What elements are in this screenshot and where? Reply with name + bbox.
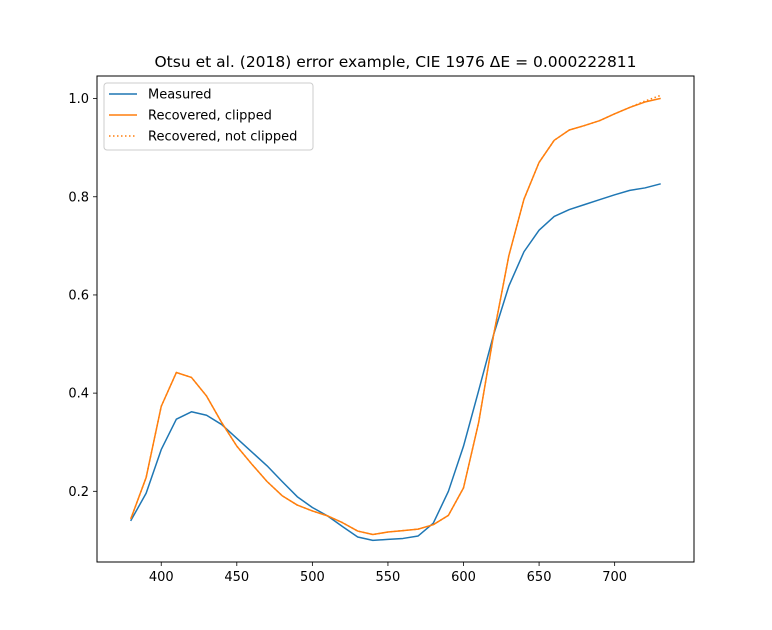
plot-frame: [96, 75, 695, 563]
x-tick-label: 700: [602, 570, 627, 585]
y-tick-label: 0.2: [68, 485, 89, 500]
x-tick-label: 400: [149, 570, 174, 585]
y-tick-label: 0.4: [68, 387, 89, 402]
x-tick-label: 500: [300, 570, 325, 585]
series-line-1: [129, 183, 661, 542]
series-layer: [129, 94, 661, 542]
plot-area: [97, 76, 694, 562]
x-tick-label: 600: [451, 570, 476, 585]
legend: Measured Recovered, clipped Recovered, not…: [103, 82, 314, 151]
y-tick-label: 1.0: [68, 92, 89, 107]
x-axis: 400 450 500 550 600 650 700: [149, 562, 627, 585]
series-line-3: [130, 94, 661, 536]
chart-title: Otsu et al. (2018) error example, CIE 19…: [154, 53, 636, 71]
legend-label-3: Recovered, not clipped: [148, 130, 297, 145]
legend-label-2: Recovered, clipped: [148, 109, 272, 124]
y-axis: 0.2 0.4 0.6 0.8 1.0: [68, 92, 97, 500]
legend-label-1: Measured: [148, 88, 212, 103]
x-tick-label: 450: [224, 570, 249, 585]
x-tick-label: 550: [376, 570, 401, 585]
x-tick-label: 650: [527, 570, 552, 585]
y-tick-label: 0.8: [68, 190, 89, 205]
y-tick-label: 0.6: [68, 288, 89, 303]
legend-box: [103, 82, 314, 151]
